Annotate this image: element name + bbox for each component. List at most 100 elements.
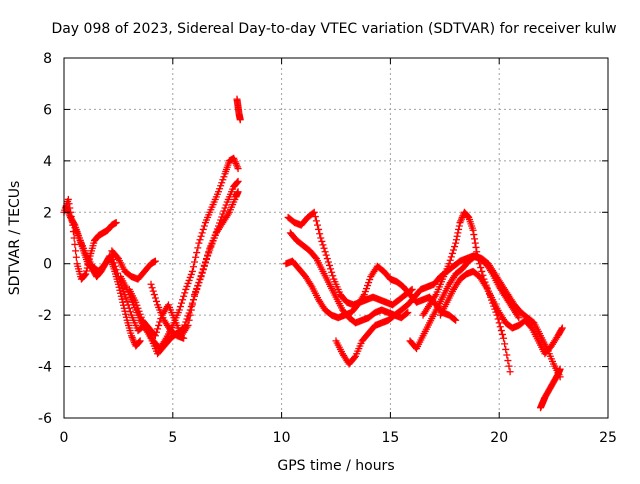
data-point [473, 252, 481, 260]
data-point [447, 253, 455, 261]
data-point [329, 272, 337, 280]
data-point [451, 315, 459, 323]
series-track-p [537, 365, 564, 412]
data-point [558, 325, 566, 333]
data-point [152, 297, 160, 305]
data-point [476, 260, 484, 268]
data-point [193, 249, 201, 257]
data-point [217, 182, 225, 190]
series-track-g [147, 280, 188, 342]
y-axis-label: SDTVAR / TECUs [7, 181, 23, 296]
data-point [187, 270, 195, 278]
series-track-c [69, 188, 242, 358]
data-point [199, 266, 207, 274]
data-point [446, 256, 454, 264]
chart-title: Day 098 of 2023, Sidereal Day-to-day VTE… [51, 21, 616, 37]
data-point [122, 313, 130, 321]
data-point [132, 298, 140, 306]
data-point [195, 279, 203, 287]
data-point [212, 228, 220, 236]
data-point [193, 285, 201, 293]
data-point [464, 213, 472, 221]
data-point [404, 309, 412, 317]
y-tick-label: 0 [43, 257, 52, 273]
data-point [315, 225, 323, 233]
data-point [179, 296, 187, 304]
data-point [495, 319, 503, 327]
data-point [180, 334, 188, 342]
data-point [214, 222, 222, 230]
data-point [325, 261, 333, 269]
data-point [360, 291, 368, 299]
data-point [470, 231, 478, 239]
data-point [455, 222, 463, 230]
data-point [316, 230, 324, 238]
data-point [452, 316, 460, 324]
data-point [497, 327, 505, 335]
data-point [196, 276, 204, 284]
y-tick-label: 4 [43, 154, 52, 170]
series-track-f [125, 177, 242, 340]
data-point [205, 249, 213, 257]
data-point [213, 225, 221, 233]
data-point [135, 307, 143, 315]
data-point [503, 351, 511, 359]
data-point [453, 232, 461, 240]
data-point [454, 229, 462, 237]
data-point [217, 216, 225, 224]
data-point [110, 259, 118, 267]
data-point [478, 267, 486, 275]
data-markers [60, 95, 566, 412]
data-point [185, 276, 193, 284]
data-point [496, 323, 504, 331]
data-point [362, 285, 370, 293]
data-point [216, 185, 224, 193]
data-point [192, 288, 200, 296]
series-track-d [108, 247, 159, 283]
data-point [199, 225, 207, 233]
y-tick-label: -2 [38, 308, 52, 324]
data-point [82, 270, 90, 278]
data-point [366, 276, 374, 284]
data-point [175, 306, 183, 314]
data-point [210, 234, 218, 242]
data-point [197, 273, 205, 281]
data-point [191, 258, 199, 266]
data-point [450, 246, 458, 254]
data-point [200, 262, 208, 270]
data-point [317, 234, 325, 242]
data-point [312, 217, 320, 225]
x-tick-label: 10 [273, 430, 291, 446]
data-point [310, 208, 318, 216]
data-point [72, 247, 80, 255]
data-point [222, 201, 230, 209]
data-point [196, 236, 204, 244]
data-point [236, 116, 244, 124]
data-point [472, 243, 480, 251]
data-point [220, 173, 228, 181]
data-point [208, 240, 216, 248]
data-point [477, 264, 485, 272]
data-point [135, 338, 143, 346]
data-point [209, 237, 217, 245]
data-point [211, 231, 219, 239]
data-point [148, 284, 156, 292]
data-point [126, 308, 134, 316]
data-point [314, 221, 322, 229]
data-point [112, 266, 120, 274]
data-point [233, 178, 241, 186]
x-tick-label: 5 [168, 430, 177, 446]
data-point [176, 303, 184, 311]
data-point [150, 291, 158, 299]
data-point [185, 316, 193, 324]
data-point [218, 213, 226, 221]
data-point [323, 255, 331, 263]
data-point [408, 285, 416, 293]
data-point [207, 243, 215, 251]
y-tick-label: -6 [38, 411, 52, 427]
data-point [137, 313, 145, 321]
data-point [558, 324, 566, 332]
series-track-o [436, 267, 566, 358]
